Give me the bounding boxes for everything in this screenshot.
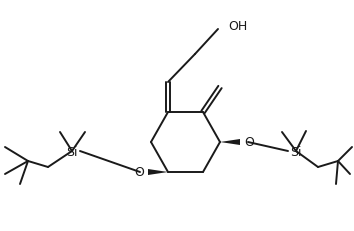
Text: Si: Si [290,145,302,158]
Text: O: O [134,166,144,179]
Polygon shape [220,139,240,145]
Text: O: O [244,136,254,149]
Text: OH: OH [228,20,247,33]
Polygon shape [148,169,168,175]
Text: Si: Si [66,145,78,158]
